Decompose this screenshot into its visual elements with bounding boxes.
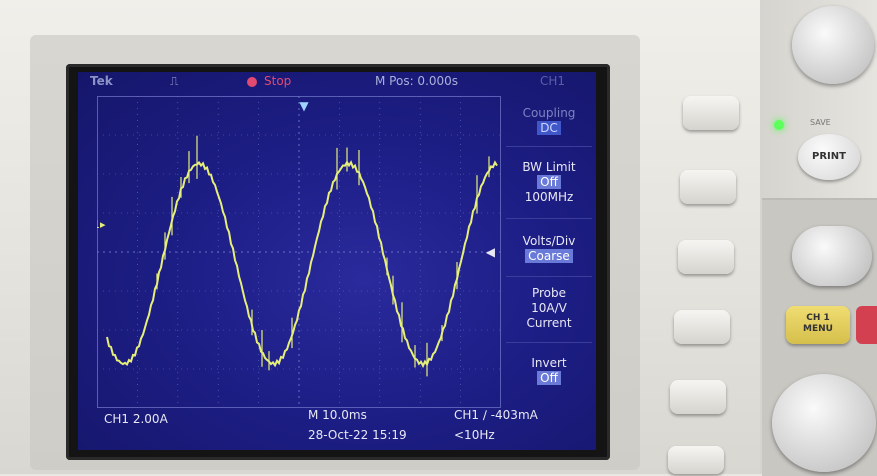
grid-border (97, 96, 501, 408)
grid-lines (97, 96, 501, 408)
screen-top-bar: Tek ⎍ Stop M Pos: 0.000s CH1 (78, 72, 596, 92)
probe-label: Probe (531, 286, 567, 300)
trigger-position-arrow-icon: ▼ (299, 99, 309, 113)
menu-title: CH1 (540, 74, 566, 88)
trigger-readout: CH1 ∕ -403mA (454, 408, 538, 422)
bw-limit-value: Off (537, 175, 561, 189)
ch1-waveform-trace (106, 160, 498, 369)
menu-button-2[interactable] (680, 170, 736, 204)
volts-div-knob[interactable] (772, 374, 876, 472)
menu-divider (506, 146, 592, 147)
menu-button-5[interactable] (670, 380, 726, 414)
trigger-type-icon: ⎍ (170, 74, 179, 88)
print-button[interactable]: PRINT (798, 134, 860, 180)
menu-button-3[interactable] (678, 240, 734, 274)
noise-spikes (156, 135, 490, 377)
multipurpose-knob[interactable] (792, 6, 874, 84)
coupling-menu-item[interactable]: Coupling DC (502, 106, 596, 136)
ch1-menu-line1: CH 1 (806, 313, 830, 323)
vertical-position-knob[interactable] (792, 226, 872, 286)
menu-button-6[interactable] (668, 446, 724, 474)
oscilloscope-screen: Tek ⎍ Stop M Pos: 0.000s CH1 ▼ ◀ 1▸ Coup… (78, 72, 596, 450)
trigger-level-arrow-icon: ◀ (486, 245, 496, 259)
save-led-icon (774, 120, 784, 130)
invert-label: Invert (531, 356, 567, 370)
menu-divider (506, 218, 592, 219)
run-state: Stop (264, 74, 292, 88)
volts-div-label: Volts/Div (522, 234, 576, 248)
bw-limit-label: BW Limit (522, 160, 576, 174)
probe-menu-item[interactable]: Probe 10A/V Current (502, 286, 596, 331)
brand-logo: Tek (90, 74, 113, 88)
menu-button-1[interactable] (683, 96, 739, 130)
probe-type: Current (526, 316, 572, 330)
waveform-graticule: ▼ ◀ 1▸ (97, 96, 501, 408)
frequency-readout: <10Hz (454, 428, 495, 442)
menu-button-4[interactable] (674, 310, 730, 344)
invert-value: Off (537, 371, 561, 385)
volts-div-menu-item[interactable]: Volts/Div Coarse (502, 234, 596, 264)
ch1-menu-button[interactable]: CH 1 MENU (786, 306, 850, 344)
ch1-scale: CH1 2.00A (104, 412, 168, 426)
coupling-value: DC (537, 121, 561, 135)
status-bar: CH1 2.00A M 10.0ms 28-Oct-22 15:19 CH1 ∕… (78, 408, 596, 450)
coupling-label: Coupling (522, 106, 576, 120)
date-time: 28-Oct-22 15:19 (308, 428, 407, 442)
probe-scale: 10A/V (531, 301, 567, 315)
stop-indicator-icon (247, 77, 257, 87)
bw-limit-frequency: 100MHz (524, 190, 574, 204)
ch2-menu-button[interactable] (856, 306, 877, 344)
save-label: SAVE (810, 118, 831, 127)
bw-limit-menu-item[interactable]: BW Limit Off 100MHz (502, 160, 596, 205)
volts-div-value: Coarse (525, 249, 573, 263)
menu-divider (506, 276, 592, 277)
side-menu: Coupling DC BW Limit Off 100MHz Volts/Di… (502, 96, 596, 408)
timebase: M 10.0ms (308, 408, 367, 422)
invert-menu-item[interactable]: Invert Off (502, 356, 596, 386)
channel-ground-marker: 1▸ (97, 218, 106, 231)
horizontal-position: M Pos: 0.000s (375, 74, 459, 88)
menu-divider (506, 342, 592, 343)
ch1-menu-line2: MENU (803, 324, 833, 334)
